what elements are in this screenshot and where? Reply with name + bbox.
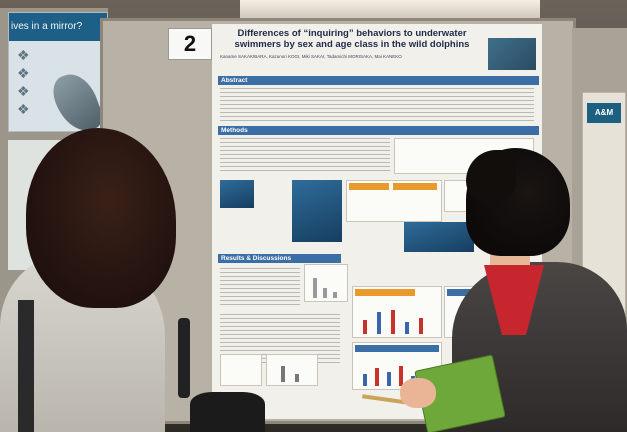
poster-title-line-1: Differences of “inquiring” behaviors to … — [237, 28, 467, 39]
methods-photo-dolphins — [292, 180, 342, 242]
poster-authors: Kaname SAKAKIBARA, Kazunori KOGI, Miki S… — [220, 54, 402, 59]
results-table — [220, 354, 262, 386]
poster-title-line-2: swimmers by sex and age class in the wil… — [234, 39, 470, 50]
bar — [363, 320, 367, 334]
viewer-hair — [26, 128, 176, 308]
dolphin-figure — [47, 67, 107, 131]
bar — [281, 366, 285, 382]
chart-tag — [355, 345, 439, 352]
section-results-header: Results & Discussions — [218, 254, 341, 263]
fish-icon: ❖ — [17, 83, 30, 99]
section-abstract-header: Abstract — [218, 76, 539, 85]
black-bag — [190, 392, 265, 432]
fish-icon: ❖ — [17, 101, 30, 117]
bar — [419, 318, 423, 334]
fish-icon: ❖ — [17, 65, 30, 81]
board-number-card: 2 — [168, 28, 212, 60]
bar — [295, 374, 299, 382]
methods-text — [220, 138, 390, 174]
bar — [313, 278, 317, 298]
bar — [399, 366, 403, 386]
backpack-strap — [18, 300, 34, 432]
bag-strap — [178, 318, 190, 398]
results-bar-chart-5 — [266, 354, 318, 386]
poster-dolphin-image — [488, 38, 536, 70]
left-poster: ives in a mirror? ❖ ❖ ❖ ❖ — [8, 12, 108, 132]
chart-tag — [355, 289, 415, 296]
presenter-hand — [400, 378, 436, 408]
ceiling-light — [240, 0, 540, 22]
results-bar-chart-2 — [352, 286, 442, 338]
abstract-text — [220, 88, 534, 124]
methods-photo-mountain — [220, 180, 254, 208]
left-poster-title: ives in a mirror? — [9, 13, 107, 41]
bar — [377, 312, 381, 334]
diagram-tag — [393, 183, 437, 190]
bar — [323, 288, 327, 298]
fish-icon: ❖ — [17, 47, 30, 63]
results-text — [220, 268, 300, 308]
poster-title: Differences of “inquiring” behaviors to … — [218, 28, 486, 50]
section-methods-header: Methods — [218, 126, 539, 135]
bar — [387, 372, 391, 386]
methods-underwater-photo — [404, 222, 474, 252]
bar — [391, 310, 395, 334]
diagram-tag — [349, 183, 389, 190]
results-bar-chart-1 — [304, 264, 348, 302]
bar — [363, 374, 367, 386]
bar — [375, 368, 379, 386]
bar — [405, 322, 409, 334]
bar — [333, 292, 337, 298]
methods-diagram — [346, 180, 442, 222]
right-poster-header: A&M — [587, 103, 621, 123]
presenter-bangs — [466, 150, 516, 202]
